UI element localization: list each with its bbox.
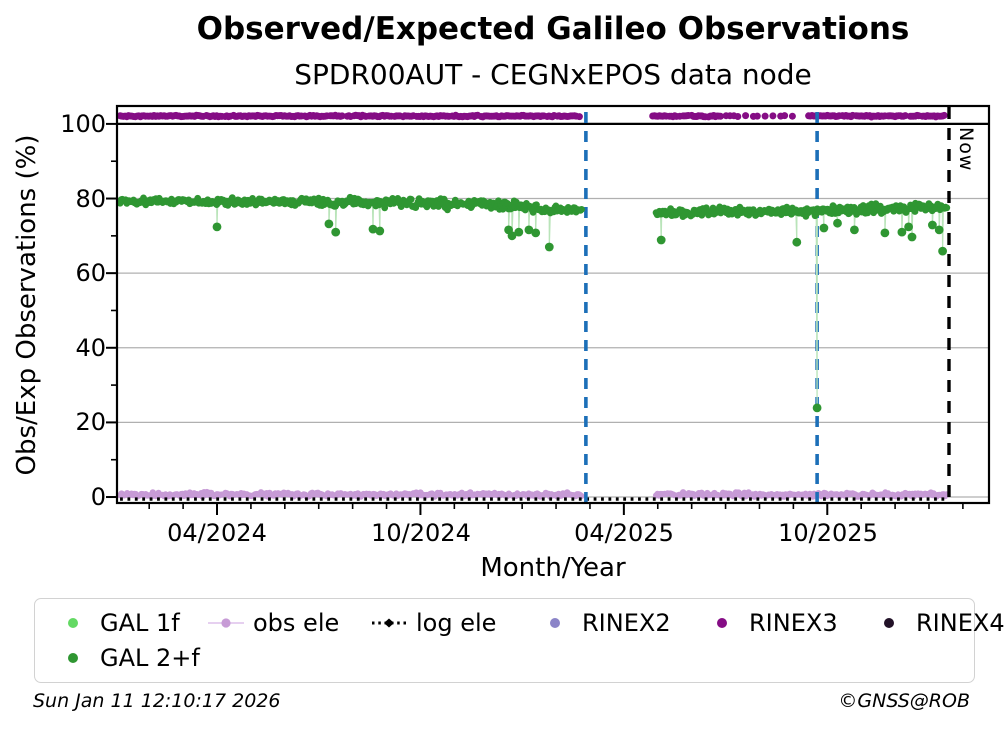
y-tick-label: 0: [90, 483, 106, 511]
legend-label: RINEX4: [916, 609, 1005, 638]
copyright: ©GNSS@ROB: [838, 690, 970, 712]
line-dot-marker-icon: [208, 614, 244, 632]
legend-item-rinex3: RINEX3: [704, 609, 871, 637]
x-tick-label: 04/2025: [574, 519, 674, 547]
dot-marker-icon: [537, 614, 573, 632]
y-axis-label: Obs/Exp Observations (%): [12, 134, 42, 476]
legend-label: log ele: [416, 609, 497, 638]
legend-item-log-ele: log ele: [371, 609, 537, 637]
y-tick-label: 100: [60, 110, 106, 138]
chart-subtitle: SPDR00AUT - CEGNxEPOS data node: [294, 58, 812, 91]
x-tick-label: 10/2024: [371, 519, 471, 547]
legend-label: RINEX3: [749, 609, 838, 638]
x-tick-label: 04/2024: [167, 519, 267, 547]
y-tick-label: 40: [75, 334, 106, 362]
plot-frame: [115, 104, 991, 505]
timestamp: Sun Jan 11 12:10:17 2026: [33, 690, 281, 712]
dotted-line-marker-icon: [371, 614, 407, 632]
x-tick-label: 10/2025: [778, 519, 878, 547]
y-tick-label: 60: [75, 259, 106, 287]
legend-label: obs ele: [253, 609, 340, 638]
chart-title: Observed/Expected Galileo Observations: [196, 11, 910, 47]
legend-label: GAL 2+f: [100, 643, 200, 672]
y-tick-label: 20: [75, 408, 106, 436]
dot-marker-icon: [704, 614, 740, 632]
legend-label: GAL 1f: [100, 609, 180, 638]
legend-item-obs-ele: obs ele: [208, 609, 371, 637]
legend-item-rinex2: RINEX2: [537, 609, 704, 637]
legend-item-gal-2-f: GAL 2+f: [55, 644, 208, 672]
y-tick-label: 80: [75, 185, 106, 213]
legend-item-gal-1f: GAL 1f: [55, 609, 208, 637]
dot-marker-icon: [55, 649, 91, 667]
series-rinex3: [116, 111, 948, 121]
now-label: Now: [955, 127, 977, 172]
legend: GAL 1f obs ele log ele RINEX2 RINEX3 RINEX4 GA…: [34, 598, 1005, 683]
axis-ticks: [106, 122, 964, 515]
dot-marker-icon: [871, 614, 907, 632]
plot-area: [106, 104, 991, 515]
legend-item-rinex4: RINEX4: [871, 609, 1005, 637]
series-gal-2f: [116, 193, 951, 413]
legend-label: RINEX2: [582, 609, 671, 638]
series-obs-ele: [117, 488, 950, 500]
gridlines: [117, 197, 989, 498]
dot-marker-icon: [55, 614, 91, 632]
x-axis-label: Month/Year: [480, 553, 626, 583]
